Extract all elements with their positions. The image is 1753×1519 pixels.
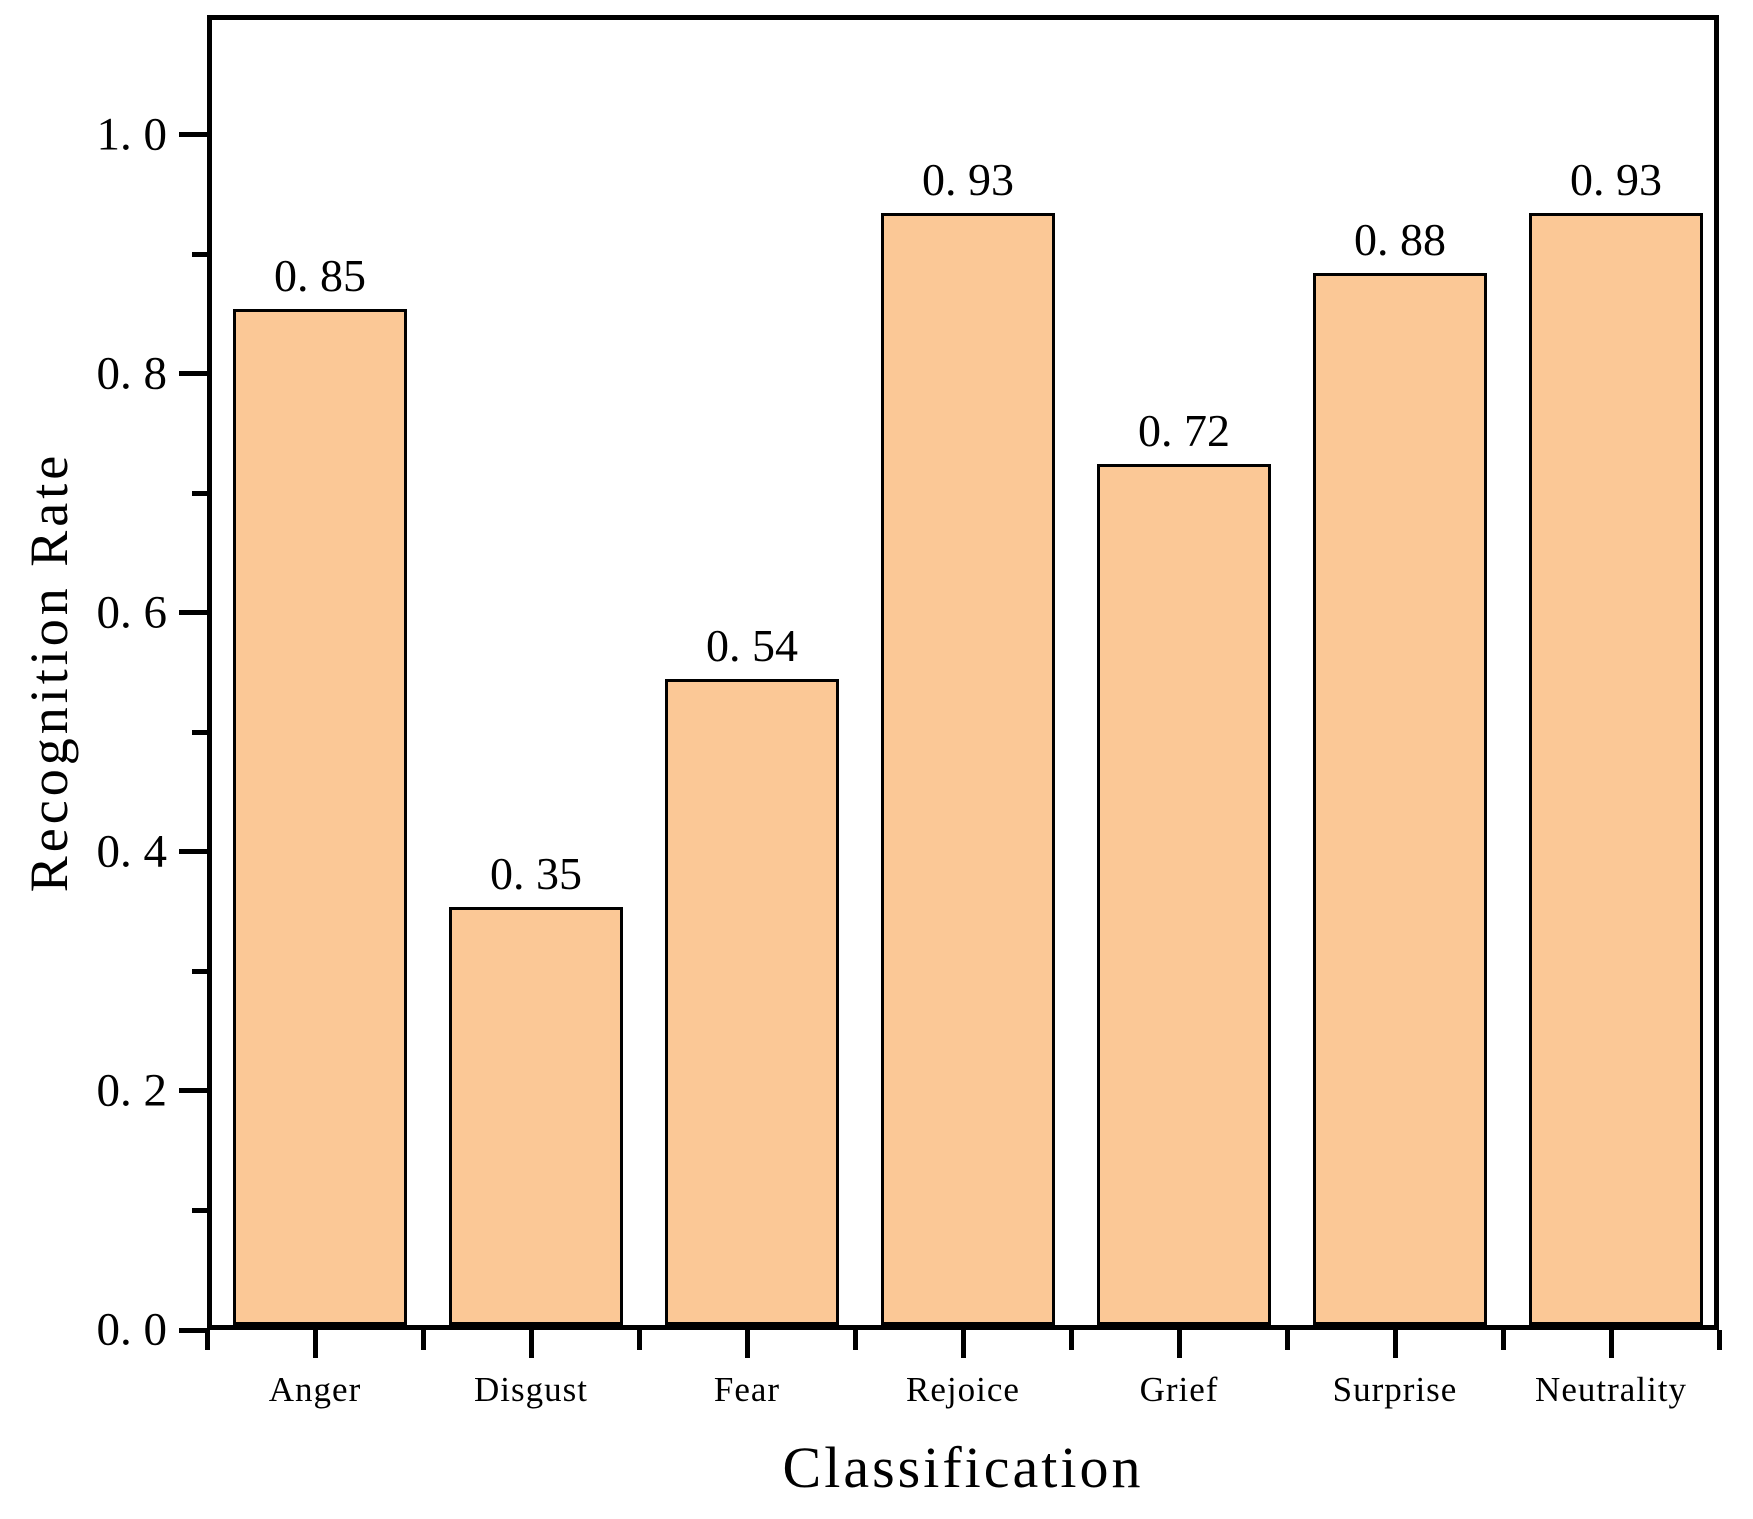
- x-major-tick: [744, 1330, 750, 1358]
- bar-fear: [665, 679, 839, 1325]
- bar-value-label: 0. 72: [1138, 405, 1230, 457]
- y-minor-tick: [192, 1207, 207, 1213]
- x-tick-label: Anger: [268, 1370, 362, 1409]
- x-minor-tick: [1716, 1330, 1722, 1350]
- plot-area: 0. 85 0. 35 0. 54 0. 93 0. 72 0. 88 0. 93: [207, 15, 1719, 1330]
- x-minor-tick: [1068, 1330, 1074, 1350]
- y-tick-label: 0. 2: [96, 1064, 168, 1117]
- x-minor-tick: [852, 1330, 858, 1350]
- x-tick-label: Rejoice: [906, 1370, 1020, 1409]
- bar-value-label: 0. 93: [922, 154, 1014, 206]
- y-axis-title: Recognition Rate: [19, 451, 79, 893]
- x-tick-label: Disgust: [474, 1370, 588, 1409]
- x-major-tick: [960, 1330, 966, 1358]
- x-tick-label: Surprise: [1332, 1370, 1458, 1409]
- y-major-tick: [179, 132, 207, 138]
- bar-neutrality: [1529, 213, 1703, 1325]
- bar-value-label: 0. 88: [1354, 214, 1446, 265]
- y-minor-tick: [192, 729, 207, 735]
- y-major-tick: [179, 1088, 207, 1094]
- y-tick-label: 0. 8: [96, 347, 168, 400]
- x-tick-label: Grief: [1139, 1370, 1219, 1409]
- bar-disgust: [449, 906, 623, 1325]
- bar-value-label: 0. 85: [274, 249, 366, 301]
- bar-anger: [233, 308, 407, 1325]
- x-tick-label: Neutrality: [1535, 1370, 1687, 1409]
- bar-value-label: 0. 54: [706, 620, 798, 672]
- y-minor-tick: [192, 968, 207, 974]
- y-major-tick: [179, 371, 207, 377]
- x-minor-tick: [420, 1330, 426, 1350]
- y-major-tick: [179, 1327, 207, 1333]
- x-major-tick: [312, 1330, 318, 1358]
- x-major-tick: [1176, 1330, 1182, 1358]
- y-major-tick: [179, 849, 207, 855]
- y-tick-label: 0. 6: [96, 586, 168, 639]
- x-minor-tick: [1284, 1330, 1290, 1350]
- bar-grief: [1097, 464, 1271, 1325]
- y-major-tick: [179, 610, 207, 616]
- x-tick-label: Fear: [713, 1370, 781, 1409]
- y-minor-tick: [192, 251, 207, 257]
- bar-value-label: 0. 93: [1570, 154, 1662, 206]
- y-tick-label: 0. 4: [96, 825, 168, 878]
- y-tick-label: 1. 0: [96, 108, 168, 161]
- bar-surprise: [1313, 273, 1487, 1325]
- x-minor-tick: [636, 1330, 642, 1350]
- x-minor-tick: [204, 1330, 210, 1350]
- bar-rejoice: [881, 213, 1055, 1325]
- y-minor-tick: [192, 490, 207, 496]
- y-tick-label: 0. 0: [96, 1303, 168, 1356]
- x-major-tick: [528, 1330, 534, 1358]
- x-minor-tick: [1500, 1330, 1506, 1350]
- x-axis-title: Classification: [782, 1435, 1144, 1500]
- x-major-tick: [1392, 1330, 1398, 1358]
- x-major-tick: [1608, 1330, 1614, 1358]
- bar-value-label: 0. 35: [490, 847, 582, 899]
